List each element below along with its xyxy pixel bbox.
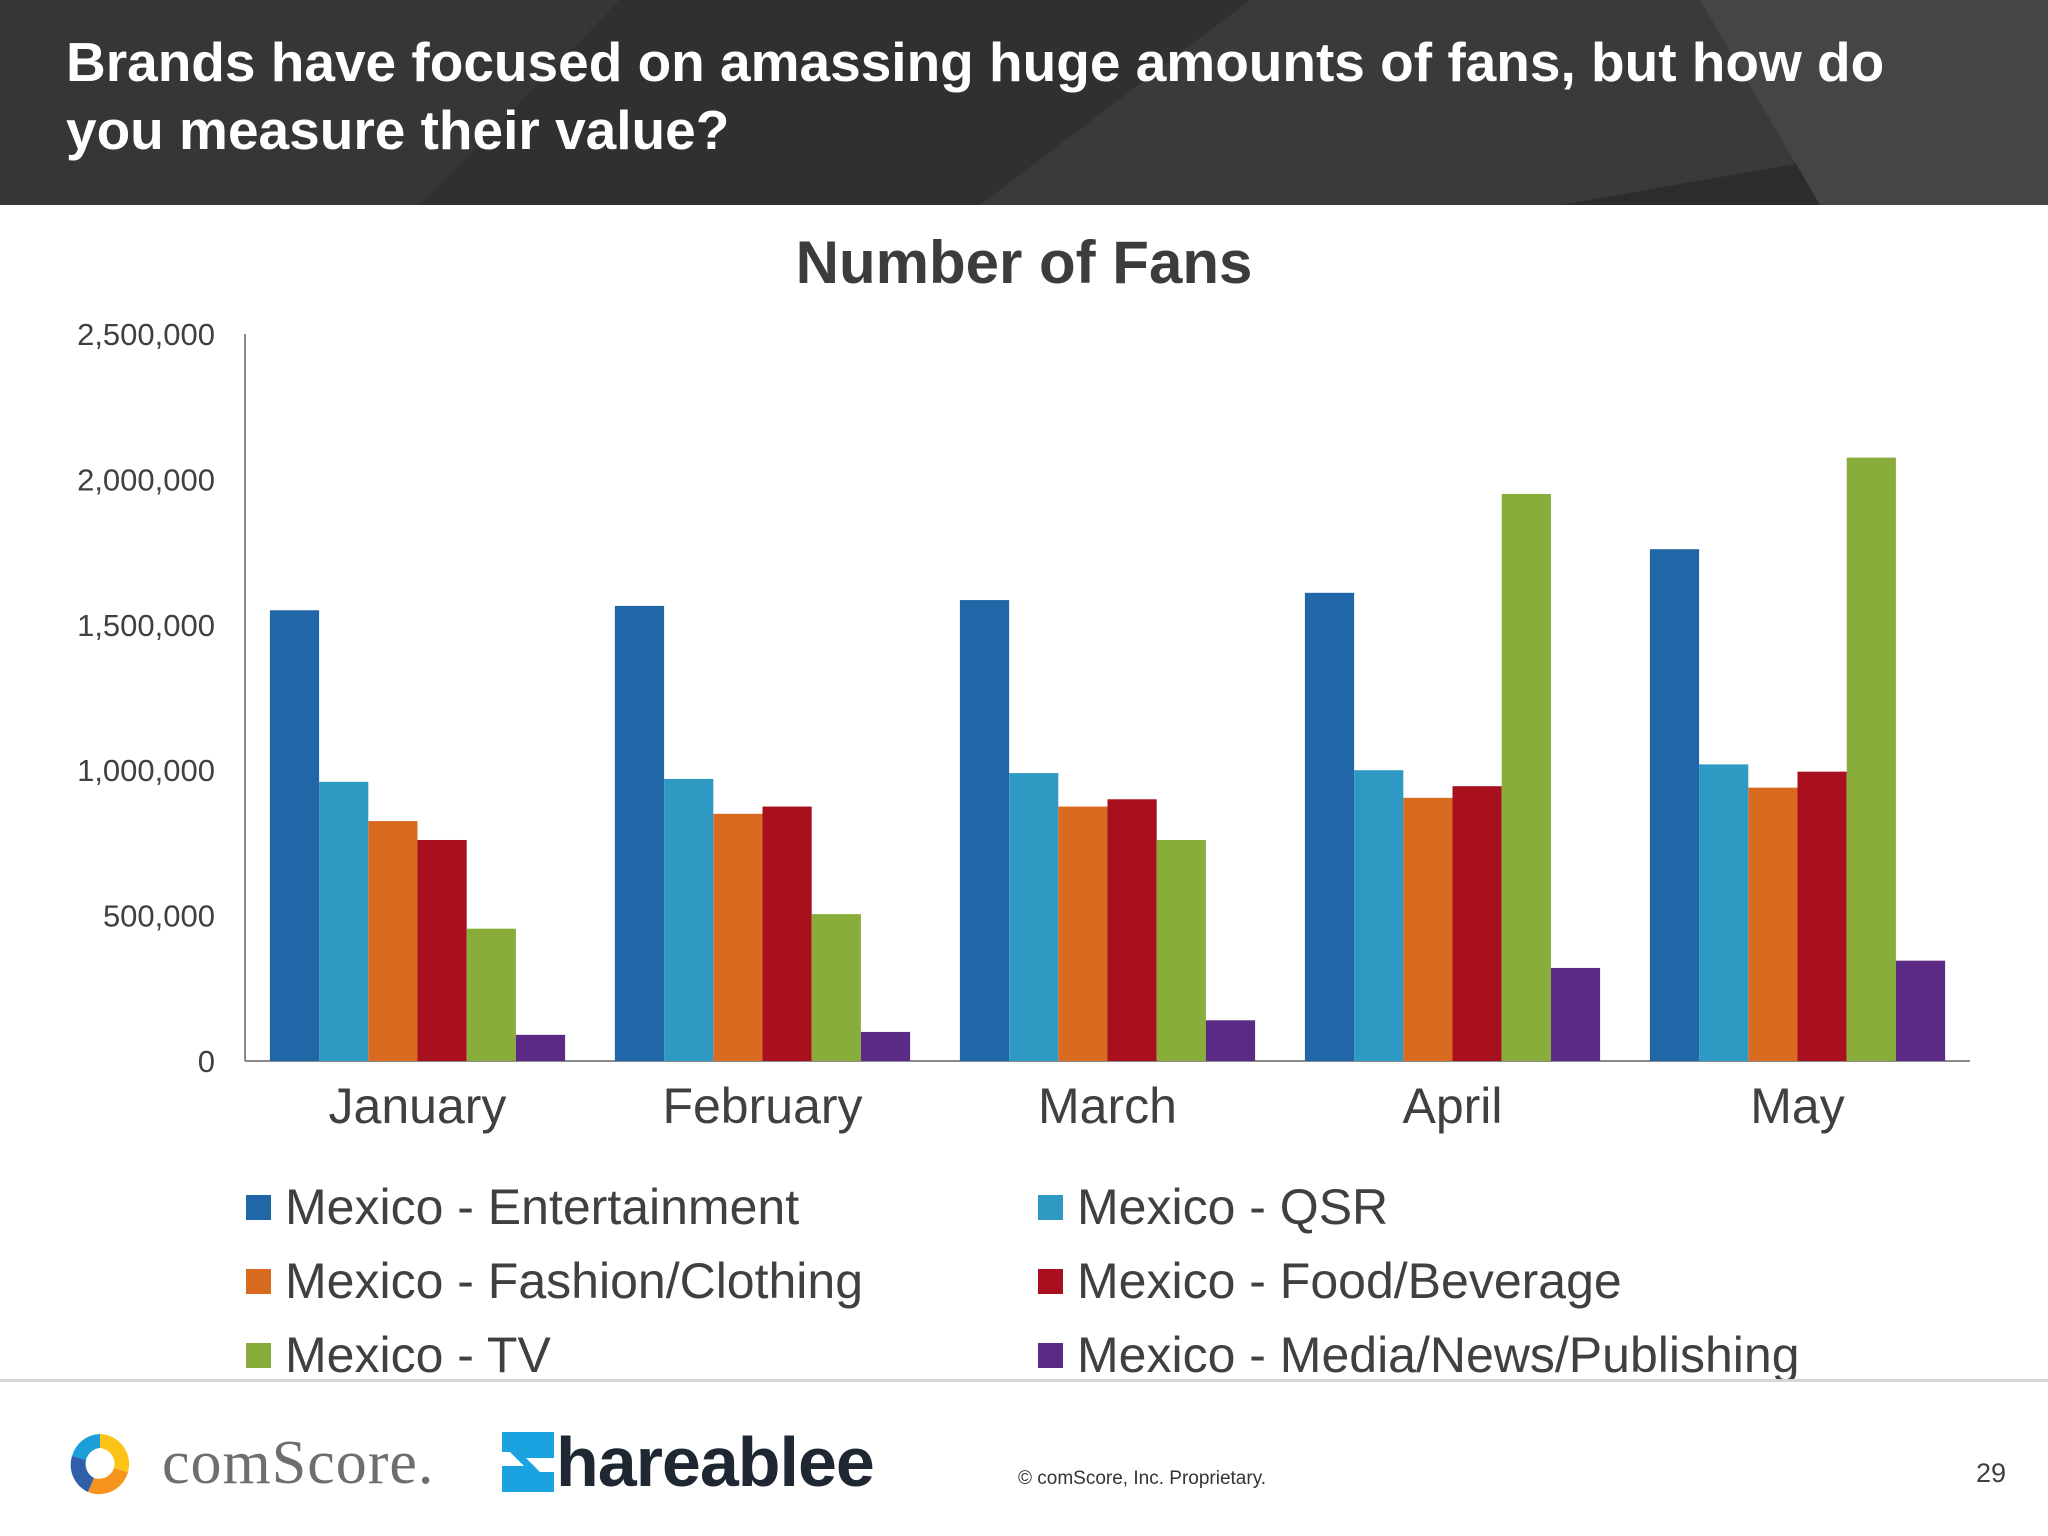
legend-swatch <box>1038 1194 1063 1220</box>
bar <box>1649 549 1700 1061</box>
bar <box>860 1031 911 1061</box>
x-tick-label: April <box>1402 1078 1502 1134</box>
footer-divider <box>0 1379 2048 1382</box>
bar <box>466 928 516 1061</box>
shareablee-logo: hareablee <box>496 1422 875 1502</box>
legend-label: Mexico - QSR <box>1077 1179 1389 1235</box>
bar <box>1058 806 1108 1061</box>
legend-label: Mexico - Food/Beverage <box>1077 1253 1622 1309</box>
bar <box>1501 493 1551 1061</box>
bar <box>319 781 369 1061</box>
y-tick-label: 0 <box>198 1044 215 1079</box>
bar <box>1797 771 1847 1061</box>
bar <box>1304 592 1355 1061</box>
legend-swatch <box>1038 1268 1063 1294</box>
legend-swatch <box>246 1342 271 1368</box>
page-number: 29 <box>1975 1458 2006 1488</box>
bar <box>1895 960 1946 1061</box>
legend-item: Mexico - Media/News/Publishing <box>1038 1318 1800 1392</box>
chart-legend: Mexico - Entertainment Mexico - QSR Mexico… <box>246 1170 1846 1392</box>
y-tick-label: 2,500,000 <box>77 317 215 352</box>
bar <box>1107 799 1157 1061</box>
copyright-notice: © comScore, Inc. Proprietary. <box>1018 1468 1267 1489</box>
bar <box>614 605 665 1061</box>
shareablee-logo-icon <box>502 1432 554 1492</box>
bar <box>269 610 320 1061</box>
bar-chart: 0 500,000 1,000,000 1,500,000 2,000,000 2,500… <box>77 317 1970 1134</box>
legend-swatch <box>246 1194 271 1220</box>
slide-footer: comScore. hareablee © comScore, Inc. Pro… <box>0 1382 2048 1536</box>
legend-item: Mexico - TV <box>246 1318 551 1392</box>
bar <box>1452 786 1502 1061</box>
bar <box>1156 839 1206 1061</box>
bar <box>1550 967 1601 1061</box>
y-tick-label: 1,500,000 <box>77 608 215 643</box>
bar <box>811 914 861 1061</box>
bar <box>1205 1020 1256 1061</box>
shareablee-wordmark: hareablee <box>556 1423 875 1501</box>
y-tick-label: 2,000,000 <box>77 462 215 497</box>
y-tick-label: 500,000 <box>103 899 215 934</box>
bar <box>1699 764 1749 1061</box>
y-tick-label: 1,000,000 <box>77 753 215 788</box>
x-tick-label: January <box>329 1078 507 1134</box>
legend-swatch <box>1038 1342 1063 1368</box>
legend-label: Mexico - Fashion/Clothing <box>285 1253 864 1309</box>
bar <box>417 839 467 1061</box>
bar <box>1748 787 1798 1061</box>
slide-title: Brands have focused on amassing huge amo… <box>66 31 1885 161</box>
chart-title: Number of Fans <box>795 229 1253 296</box>
comscore-logo: comScore. <box>66 1428 434 1499</box>
legend-swatch <box>246 1268 271 1294</box>
x-tick-label: May <box>1750 1078 1844 1134</box>
header-background <box>0 0 2048 205</box>
bar <box>1403 797 1453 1061</box>
bar <box>713 813 763 1061</box>
legend-label: Mexico - Entertainment <box>285 1179 800 1235</box>
x-tick-label: February <box>662 1078 862 1134</box>
bar <box>1846 457 1896 1062</box>
x-tick-label: March <box>1038 1078 1177 1134</box>
comscore-wordmark: comScore. <box>162 1429 435 1497</box>
legend-label: Mexico - Media/News/Publishing <box>1077 1327 1800 1383</box>
legend-item: Mexico - Food/Beverage <box>1038 1244 1622 1318</box>
legend-item: Mexico - Entertainment <box>246 1170 799 1244</box>
bar <box>368 821 418 1061</box>
bar <box>1354 770 1404 1061</box>
bar <box>959 600 1010 1061</box>
bar <box>515 1034 566 1061</box>
bar <box>664 778 714 1061</box>
legend-item: Mexico - QSR <box>1038 1170 1388 1244</box>
bar <box>1009 773 1059 1061</box>
bar <box>762 806 812 1061</box>
legend-item: Mexico - Fashion/Clothing <box>246 1244 863 1318</box>
legend-label: Mexico - TV <box>285 1327 551 1383</box>
slide-header: Brands have focused on amassing huge amo… <box>0 0 2048 205</box>
comscore-logo-icon <box>70 1433 130 1494</box>
